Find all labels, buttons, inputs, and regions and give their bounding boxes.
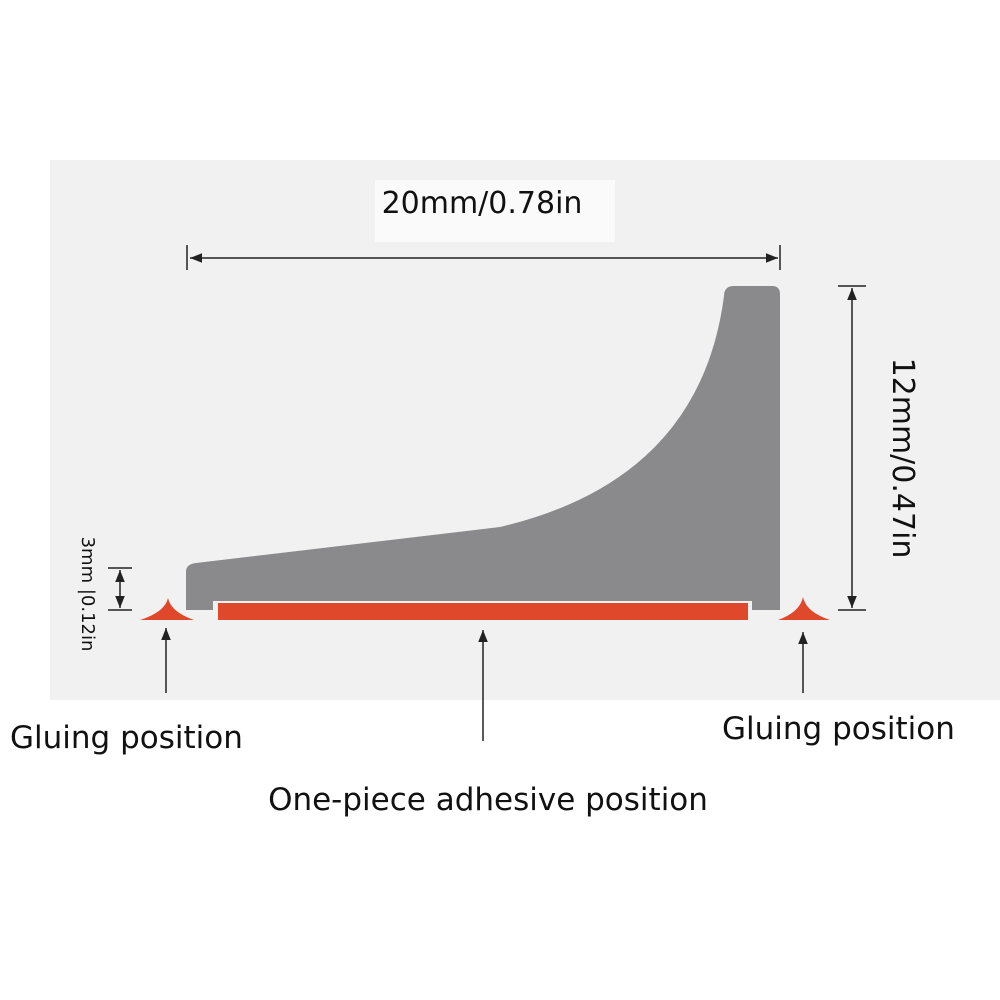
height-label: 12mm/0.47in — [885, 358, 920, 559]
profile — [186, 286, 780, 610]
glue-right — [778, 597, 830, 620]
width-label: 20mm/0.78in — [382, 186, 583, 221]
adhesive-strip — [218, 603, 748, 620]
left-glue-label: Gluing position — [10, 720, 243, 756]
right-glue-label: Gluing position — [722, 711, 955, 747]
glue-left — [140, 598, 194, 620]
base-label: 3mm |0.12in — [77, 537, 98, 652]
title-panel — [375, 180, 615, 242]
adhesive-label: One-piece adhesive position — [268, 782, 708, 818]
